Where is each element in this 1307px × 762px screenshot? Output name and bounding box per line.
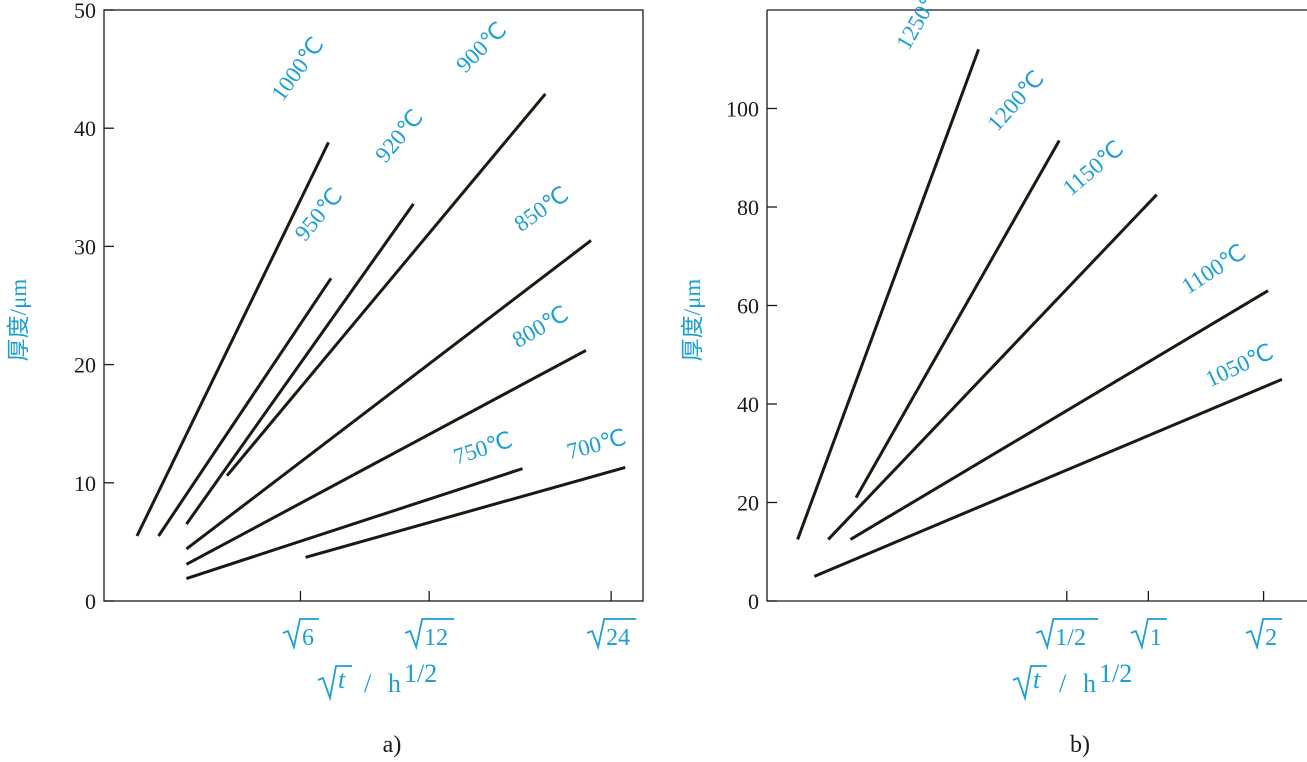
series-label: 800℃ — [508, 301, 573, 353]
x-tick-radicand: 1 — [1150, 625, 1162, 651]
x-tick-radicand: 1/2 — [1055, 625, 1086, 651]
y-tick-label: 100 — [726, 97, 759, 122]
x-tick-label: 1 — [1130, 618, 1167, 651]
series-label: 700℃ — [564, 424, 629, 464]
x-axis-variable: t — [338, 665, 346, 694]
series-line — [813, 377, 1283, 578]
x-tick-label: 2 — [1245, 618, 1283, 651]
series-line — [185, 349, 587, 566]
series-label: 1250℃ — [891, 0, 949, 54]
series-label: 1150℃ — [1058, 136, 1128, 201]
radical-sign — [1130, 618, 1167, 651]
y-tick-label: 20 — [737, 491, 759, 516]
series-label: 850℃ — [510, 181, 574, 236]
series-line — [135, 141, 330, 537]
radical-sign — [1035, 618, 1099, 651]
radical-sign — [1245, 618, 1283, 651]
x-tick-radicand: 6 — [302, 625, 314, 651]
x-axis-label: t / h 1/2 — [317, 659, 437, 702]
radical-sign — [404, 618, 455, 651]
y-tick-label: 10 — [74, 471, 96, 496]
x-tick-radicand: 12 — [424, 625, 448, 651]
y-tick-label: 0 — [748, 589, 759, 614]
radical-sign — [1012, 665, 1047, 702]
series-line — [854, 139, 1061, 499]
y-axis-label: 厚度/μm — [6, 279, 31, 362]
x-tick-radicand: 2 — [1265, 625, 1277, 651]
y-tick-label: 0 — [85, 589, 96, 614]
y-axis-label: 厚度/μm — [680, 279, 705, 362]
x-axis-unit: h — [1083, 669, 1096, 698]
radical-sign — [317, 665, 352, 702]
series-line — [185, 202, 415, 526]
series-line — [157, 277, 333, 537]
y-tick-label: 40 — [74, 116, 96, 141]
x-tick-label: 1/2 — [1035, 618, 1099, 651]
series-line — [185, 239, 592, 551]
x-axis-separator: / — [364, 669, 372, 698]
axis-lines — [766, 10, 1307, 602]
x-axis-separator: / — [1059, 669, 1067, 698]
plot-frame — [103, 9, 644, 602]
series-line — [827, 193, 1158, 541]
radical-sign — [282, 618, 319, 651]
x-tick-radicand: 24 — [606, 625, 630, 651]
series-label: 1100℃ — [1177, 239, 1250, 299]
panel-caption: a) — [383, 732, 402, 758]
series-line — [305, 465, 626, 559]
panel-a: 0 10 20 30 40 50 6 12 24 1000℃ 950℃ 920℃ 900℃ 850℃ 800… — [6, 0, 644, 758]
series-line — [185, 467, 523, 580]
x-axis-exponent: 1/2 — [1099, 659, 1132, 688]
y-tick-label: 60 — [737, 294, 759, 319]
series-label: 920℃ — [370, 105, 428, 167]
series-label: 750℃ — [450, 427, 515, 469]
series-label: 1200℃ — [982, 66, 1049, 136]
y-tick-label: 40 — [737, 392, 759, 417]
x-axis-variable: t — [1033, 665, 1041, 694]
panel-caption: b) — [1070, 732, 1090, 758]
y-tick-label: 30 — [74, 234, 96, 259]
x-axis-label: t / h 1/2 — [1012, 659, 1132, 702]
series-label: 1000℃ — [266, 33, 328, 106]
x-tick-label: 6 — [282, 618, 319, 651]
y-tick-label: 20 — [74, 353, 96, 378]
series-line — [225, 92, 547, 477]
x-tick-label: 12 — [404, 618, 455, 651]
x-tick-label: 24 — [586, 618, 637, 651]
series-label: 1050℃ — [1201, 339, 1277, 392]
y-tick-label: 80 — [737, 195, 759, 220]
radical-sign — [586, 618, 637, 651]
series-label: 950℃ — [290, 183, 348, 245]
series-line — [796, 48, 980, 540]
y-tick-label: 50 — [74, 0, 96, 23]
x-axis-unit: h — [388, 669, 401, 698]
series-label: 900℃ — [451, 17, 511, 77]
series-line — [849, 289, 1269, 541]
x-axis-exponent: 1/2 — [404, 659, 437, 688]
